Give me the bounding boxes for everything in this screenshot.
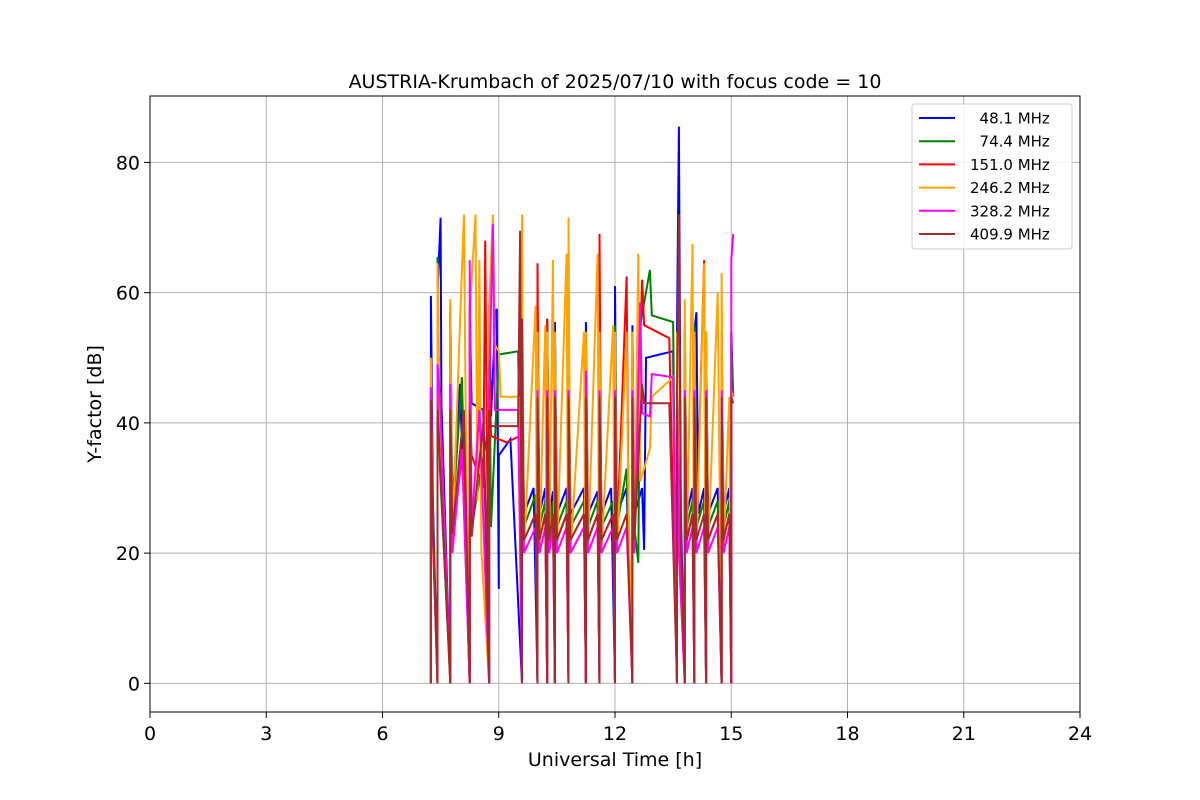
y-tick-label: 0	[128, 673, 140, 695]
x-tick-label: 3	[260, 723, 272, 745]
x-tick-label: 9	[493, 723, 505, 745]
y-axis-label: Y-factor [dB]	[84, 345, 106, 464]
legend-label: 74.4 MHz	[970, 133, 1050, 151]
legend-label: 409.9 MHz	[970, 226, 1050, 244]
x-tick-label: 18	[835, 723, 859, 745]
x-tick-label: 0	[144, 723, 156, 745]
x-axis: 0 3 6 9 12 15 18 21 24	[144, 712, 1092, 745]
y-tick-label: 40	[116, 413, 140, 435]
chart-title: AUSTRIA-Krumbach of 2025/07/10 with focu…	[349, 71, 882, 93]
y-tick-label: 60	[116, 283, 140, 305]
legend-label: 246.2 MHz	[970, 179, 1050, 197]
x-axis-label: Universal Time [h]	[528, 749, 702, 771]
legend-label: 328.2 MHz	[970, 202, 1050, 220]
y-tick-label: 80	[116, 152, 140, 174]
y-axis: 0 20 40 60 80	[116, 152, 150, 695]
legend: 48.1 MHz 74.4 MHz 151.0 MHz 246.2 MHz 328.2…	[911, 103, 1073, 250]
x-tick-label: 6	[376, 723, 388, 745]
legend-label: 151.0 MHz	[970, 156, 1050, 174]
series-line-5	[429, 214, 735, 684]
x-tick-label: 15	[719, 723, 743, 745]
series-layer	[429, 126, 735, 684]
x-tick-label: 12	[603, 723, 627, 745]
y-tick-label: 20	[116, 543, 140, 565]
x-tick-label: 21	[952, 723, 976, 745]
x-tick-label: 24	[1068, 723, 1092, 745]
legend-label: 48.1 MHz	[970, 110, 1050, 128]
